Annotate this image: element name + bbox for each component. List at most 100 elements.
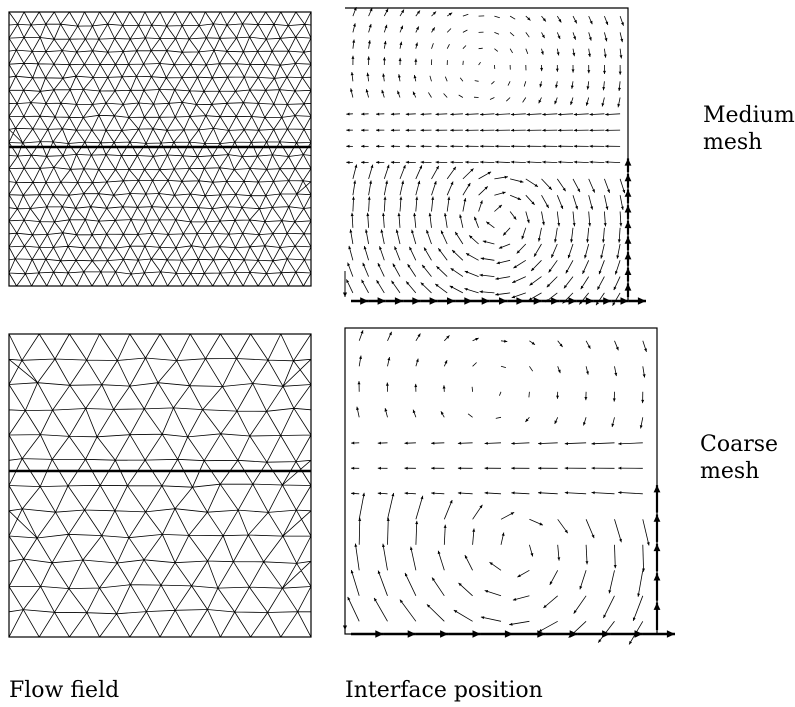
flow-arrow	[387, 492, 394, 520]
flow-arrow-head	[541, 221, 545, 226]
flow-arrow-head	[398, 57, 402, 62]
wall-arrow-right-head	[624, 220, 632, 229]
flow-arrow-head	[605, 144, 609, 148]
flow-arrow	[431, 43, 434, 49]
flow-arrow-head	[416, 10, 420, 14]
flow-arrow-head	[399, 599, 403, 603]
flow-arrow	[410, 546, 417, 571]
flow-arrow-head	[351, 196, 355, 200]
flow-arrow-head	[574, 19, 577, 24]
flow-arrow-head	[642, 374, 646, 378]
flow-arrow-head	[437, 550, 441, 555]
flow-arrow-head	[367, 196, 371, 200]
flow-arrow-head	[613, 565, 617, 569]
flow-arrow-head	[377, 570, 381, 574]
flow-arrow-head	[564, 466, 568, 470]
flow-arrow-head	[432, 577, 435, 581]
flow-arrow-head	[443, 213, 447, 217]
flow-arrow-head	[531, 267, 535, 271]
flow-arrow-head	[442, 385, 446, 389]
flow-arrow-head	[376, 160, 380, 164]
flow-arrow-head	[520, 180, 524, 183]
flow-arrow-head	[549, 581, 553, 585]
flow-arrow-head	[554, 420, 558, 424]
flow-arrow-head	[619, 55, 623, 59]
flow-arrow-head	[431, 441, 435, 445]
flow-arrow-head	[586, 86, 590, 90]
flow-arrow-head	[531, 341, 535, 345]
flow-arrow-head	[457, 491, 462, 495]
flow-arrow-head	[521, 235, 525, 240]
flow-arrow-head	[385, 180, 389, 184]
flow-arrow-head	[469, 235, 473, 239]
flow-arrow-head	[452, 166, 456, 171]
flow-arrow	[614, 544, 616, 569]
flow-arrow-head	[479, 273, 483, 277]
flow-arrow-head	[347, 596, 351, 601]
flow-arrow-head	[504, 175, 508, 179]
flow-arrow-head	[419, 165, 422, 169]
panel-frame	[345, 7, 629, 301]
flow-arrow-head	[416, 26, 419, 30]
flow-arrow-head	[554, 100, 558, 105]
flow-arrow-head	[382, 212, 385, 217]
flow-arrow	[509, 620, 530, 626]
flow-arrow-head	[422, 264, 426, 269]
flow-arrow	[500, 365, 507, 368]
flow-arrow-head	[611, 423, 615, 427]
flow-arrow-head	[591, 534, 595, 539]
flow-arrow-head	[495, 292, 499, 296]
flow-arrow	[642, 519, 650, 546]
flow-arrow	[495, 416, 502, 419]
wall-arrow-bottom-head	[568, 297, 577, 305]
flow-arrow	[377, 570, 388, 596]
flow-arrow-head	[404, 441, 408, 445]
flow-arrow-head	[431, 27, 435, 31]
flow-arrow-head	[548, 269, 552, 273]
flow-arrow	[523, 81, 527, 87]
wall-arrow-right-head	[624, 158, 632, 166]
flow-arrow-head	[475, 338, 479, 341]
flow-arrow-head	[603, 54, 607, 58]
flow-arrow-head	[587, 70, 591, 74]
flow-arrow-head	[512, 597, 517, 601]
row-label-coarse-line1: Coarse	[700, 432, 779, 457]
flow-arrow-head	[346, 279, 350, 283]
flow-arrow-head	[420, 128, 424, 132]
flow-arrow	[597, 621, 615, 643]
flow-arrow-head	[538, 466, 542, 470]
flow-arrow	[459, 77, 464, 82]
flow-arrow-head	[585, 561, 589, 565]
medium-vector-panel	[342, 6, 646, 306]
wall-arrow-bottom-head	[637, 297, 646, 305]
flow-arrow-head	[557, 557, 561, 561]
flow-arrow-head	[453, 610, 458, 613]
wall-arrow-right-head	[624, 252, 632, 260]
flow-arrow	[642, 544, 644, 572]
flow-arrow-head	[573, 112, 577, 116]
flow-arrow-head	[414, 383, 418, 388]
flow-arrow	[499, 391, 502, 396]
flow-arrow-head	[405, 572, 408, 577]
flow-arrow	[509, 48, 513, 54]
flow-arrow-head	[397, 74, 401, 78]
flow-arrow-head	[597, 286, 601, 290]
flow-arrow	[358, 492, 365, 520]
flow-arrow	[509, 15, 516, 20]
flow-arrow-head	[411, 229, 414, 234]
wall-arrow-right-head	[624, 174, 632, 182]
flow-arrow-head	[573, 36, 576, 40]
flow-arrow-head	[573, 610, 577, 614]
flow-arrow	[491, 81, 495, 85]
row-label-medium-line2: mesh	[703, 130, 763, 155]
flow-arrow-head	[558, 112, 562, 116]
flow-arrow	[462, 13, 469, 17]
flow-arrow-head	[424, 247, 427, 251]
flow-arrow-head	[350, 88, 353, 92]
flow-arrow	[608, 570, 615, 594]
flow-arrow-head	[420, 282, 425, 286]
flow-arrow-head	[366, 72, 370, 77]
flow-arrow-head	[463, 198, 467, 202]
flow-arrow-head	[501, 532, 505, 536]
flow-arrow-head	[484, 491, 488, 495]
